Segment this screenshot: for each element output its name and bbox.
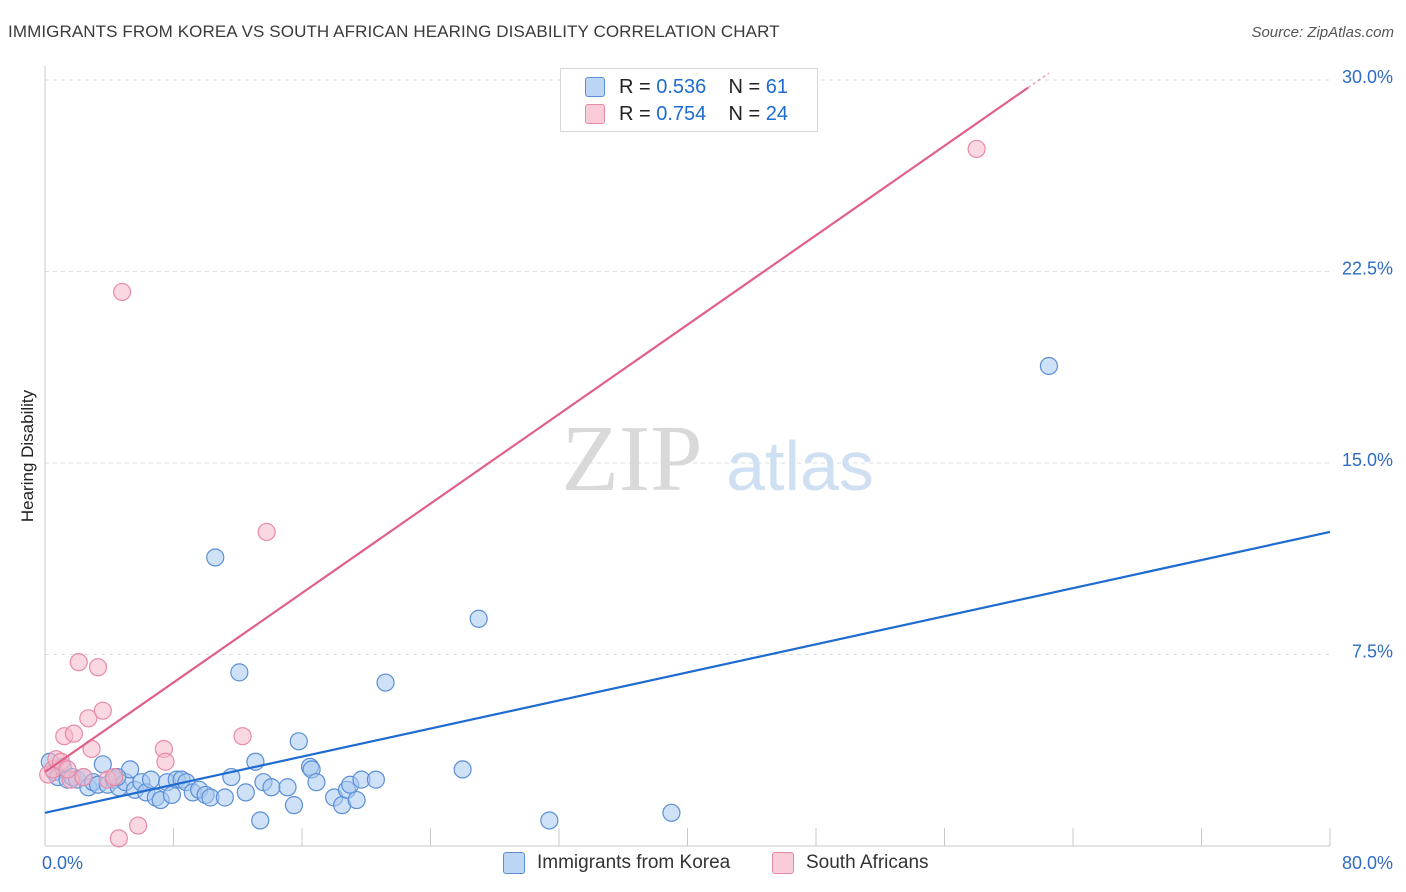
series-legend: Immigrants from Korea South Africans [0, 852, 1406, 878]
chart-title: IMMIGRANTS FROM KOREA VS SOUTH AFRICAN H… [8, 22, 780, 41]
legend-r-value-2: 0.754 [656, 102, 707, 125]
point-south-african-6 [64, 724, 84, 743]
point-korea-40 [262, 778, 281, 797]
point-south-african-19 [156, 752, 175, 771]
point-korea-51 [347, 790, 366, 810]
point-south-african-23 [58, 760, 77, 779]
point-south-african-11 [88, 658, 108, 677]
watermark-zip: ZIP [562, 407, 703, 511]
legend-n-value-1: 61 [765, 75, 789, 98]
point-korea-35 [230, 663, 249, 682]
point-south-african-8 [74, 767, 93, 787]
point-south-african-14 [104, 767, 124, 787]
point-korea-41 [278, 778, 297, 797]
y-tick-label-1: 15.0% [1342, 450, 1393, 470]
legend-n-label-1: N = [728, 75, 761, 98]
point-south-african-9 [79, 709, 98, 728]
point-korea-20 [141, 770, 161, 789]
trendline-south-africans-extension [1027, 72, 1050, 89]
data-points [39, 139, 1059, 848]
point-south-african-12 [93, 701, 112, 720]
axes [44, 66, 1331, 847]
watermark: ZIP atlas [562, 407, 874, 511]
legend-label-korea: Immigrants from Korea [537, 852, 731, 873]
point-korea-46 [307, 773, 326, 792]
point-south-african-17 [129, 816, 148, 835]
legend-r-label-2: R = [619, 102, 651, 125]
legend-swatch-south-africans-bottom [772, 852, 794, 874]
legend-item-south-africans[interactable]: South Africans [772, 852, 929, 874]
point-south-african-16 [112, 282, 132, 302]
point-korea-54 [376, 673, 395, 692]
source-label: Source: ZipAtlas.com [1251, 24, 1394, 41]
legend-row-korea: R = 0.536 N = 61 [585, 75, 789, 99]
trend-lines [44, 72, 1331, 814]
point-korea-58 [662, 803, 681, 822]
legend-n-value-2: 24 [765, 102, 789, 125]
point-korea-59 [1039, 356, 1059, 376]
point-korea-53 [366, 770, 385, 789]
point-korea-38 [251, 811, 270, 830]
grid-lines [45, 79, 1330, 655]
point-south-african-15 [109, 829, 128, 848]
legend-r-label-1: R = [619, 75, 651, 98]
point-korea-36 [236, 783, 255, 802]
x-tick-label-min: 0.0% [42, 853, 83, 873]
legend-swatch-korea [585, 77, 605, 97]
correlation-legend: R = 0.536 N = 61 R = 0.754 N = 24 [560, 68, 818, 132]
point-korea-43 [289, 732, 308, 751]
legend-item-korea[interactable]: Immigrants from Korea [503, 852, 730, 874]
legend-n-label-2: N = [728, 102, 761, 125]
point-korea-32 [206, 548, 225, 567]
x-tick-label-max: 80.0% [1342, 853, 1393, 873]
point-south-african-22 [967, 139, 986, 159]
tick-labels: 7.5% 15.0% 22.5% 30.0% 0.0% 80.0% [42, 67, 1393, 873]
trendline-korea [44, 530, 1331, 814]
legend-swatch-south-africans [585, 104, 605, 124]
point-south-african-20 [233, 727, 252, 746]
y-tick-label-2: 22.5% [1342, 259, 1393, 279]
legend-swatch-korea-bottom [503, 852, 525, 874]
legend-label-south-africans: South Africans [806, 852, 929, 873]
watermark-atlas: atlas [726, 427, 874, 505]
y-tick-label-0: 7.5% [1352, 642, 1393, 662]
point-korea-56 [469, 609, 488, 628]
point-south-african-21 [257, 522, 276, 542]
y-tick-label-3: 30.0% [1342, 67, 1393, 87]
point-korea-24 [162, 785, 181, 805]
point-korea-33 [215, 788, 234, 807]
point-korea-55 [453, 760, 472, 779]
point-korea-57 [540, 811, 559, 830]
legend-r-value-1: 0.536 [656, 75, 707, 98]
point-korea-42 [284, 796, 304, 815]
legend-row-south-africans: R = 0.754 N = 24 [585, 102, 789, 126]
trendline-south-africans [44, 86, 1029, 773]
point-south-african-7 [69, 653, 88, 672]
